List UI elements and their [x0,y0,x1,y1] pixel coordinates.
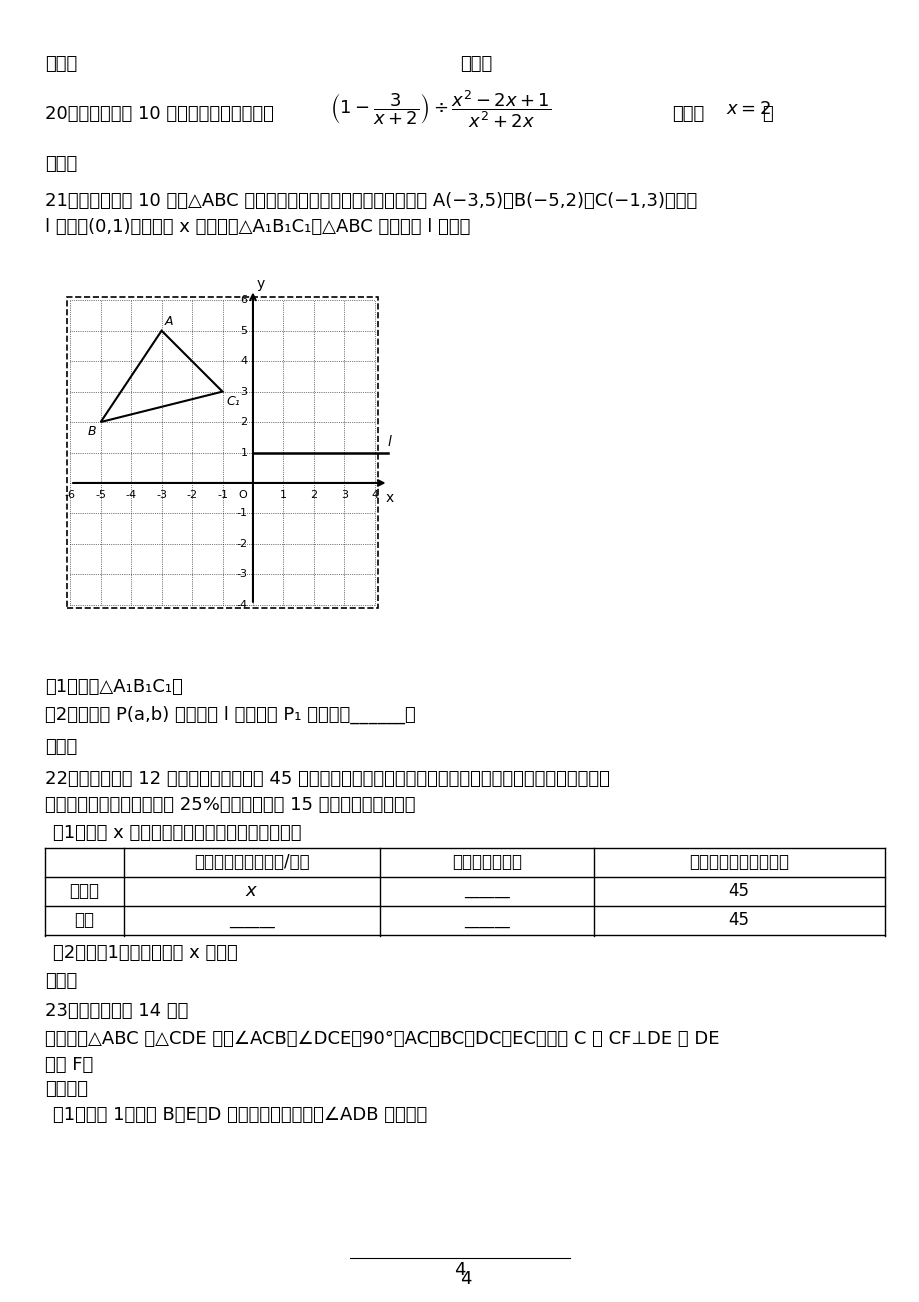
Text: l: l [387,435,391,449]
Text: l 经过点(0,1)，并且与 x 轴平行，△A₁B₁C₁与△ABC 关于直线 l 对称．: l 经过点(0,1)，并且与 x 轴平行，△A₁B₁C₁与△ABC 关于直线 l… [45,217,470,236]
Text: 6: 6 [240,296,247,305]
Text: 4: 4 [240,357,247,366]
Text: 4: 4 [460,1269,471,1288]
Text: 于点 F．: 于点 F． [45,1056,93,1074]
Text: -1: -1 [236,508,247,518]
Text: ，其中: ，其中 [671,105,703,122]
Text: $\left(1-\dfrac{3}{x+2}\right)\div\dfrac{x^2-2x+1}{x^2+2x}$: $\left(1-\dfrac{3}{x+2}\right)\div\dfrac… [330,89,550,130]
Text: 【解】: 【解】 [45,973,77,990]
Text: B: B [87,424,96,437]
Text: 20．（本题满分 10 分）先化简，再求值：: 20．（本题满分 10 分）先化简，再求值： [45,105,274,122]
Text: 工作效率（万平方米/天）: 工作效率（万平方米/天） [194,853,310,871]
Text: -5: -5 [95,490,106,500]
Text: ______: ______ [463,913,509,927]
Text: A: A [165,315,173,328]
Text: 如图，在△ABC 和△CDE 中，∠ACB＝∠DCE＝90°，AC＝BC，DC＝EC．过点 C 作 CF⊥DE 交 DE: 如图，在△ABC 和△CDE 中，∠ACB＝∠DCE＝90°，AC＝BC，DC＝… [45,1030,719,1048]
Text: 2: 2 [310,490,317,500]
Text: 【解】: 【解】 [45,55,77,73]
Text: $x$: $x$ [245,881,258,900]
Text: 1: 1 [279,490,287,500]
Text: 4: 4 [454,1262,465,1279]
Text: 原计划: 原计划 [69,881,99,900]
Text: -2: -2 [187,490,198,500]
Text: ______: ______ [229,913,275,927]
Text: 23．（本题满分 14 分）: 23．（本题满分 14 分） [45,1003,188,1019]
Text: 工作时间（天）: 工作时间（天） [451,853,521,871]
Text: 3: 3 [340,490,347,500]
Text: （1）用含 x 的代数式填表（结果不需要化简）：: （1）用含 x 的代数式填表（结果不需要化简）： [53,824,301,842]
Text: 21．（本题满分 10 分）△ABC 在直角坐标系中的位置如图所示，其中 A(−3,5)，B(−5,2)，C(−1,3)，直线: 21．（本题满分 10 分）△ABC 在直角坐标系中的位置如图所示，其中 A(−… [45,191,697,210]
Text: -4: -4 [125,490,137,500]
Text: ．: ． [761,105,772,122]
Text: ______: ______ [463,884,509,898]
Text: 45: 45 [728,911,749,930]
Text: O: O [238,490,247,500]
Text: 3: 3 [240,387,247,397]
Text: y: y [256,277,265,292]
Text: -1: -1 [217,490,228,500]
Text: -3: -3 [236,569,247,579]
Text: C₁: C₁ [226,395,240,408]
Text: -6: -6 [64,490,75,500]
Text: （2）写出点 P(a,b) 关于直线 l 的对称点 P₁ 的坐标：______．: （2）写出点 P(a,b) 关于直线 l 的对称点 P₁ 的坐标：______． [45,706,415,724]
Text: 2: 2 [240,417,247,427]
Text: 1: 1 [240,448,247,457]
Text: -2: -2 [236,539,247,549]
Text: （2）求（1）的表格中的 x 的值．: （2）求（1）的表格中的 x 的值． [53,944,237,962]
Text: 实际: 实际 [74,911,94,930]
Text: x: x [385,491,393,505]
Text: （1）如图 1，当点 B、E、D 在同一条线上时，求∠ADB 的度数：: （1）如图 1，当点 B、E、D 在同一条线上时，求∠ADB 的度数： [53,1105,426,1124]
Text: 总任务量（万平方米）: 总任务量（万平方米） [688,853,789,871]
Text: -3: -3 [156,490,167,500]
Text: -4: -4 [236,600,247,609]
Text: 【解】: 【解】 [460,55,492,73]
Text: 【解】: 【解】 [45,738,77,756]
Text: 45: 45 [728,881,749,900]
Text: 的工作效率比原计划提高了 25%，结果提前了 15 天完成了这一任务．: 的工作效率比原计划提高了 25%，结果提前了 15 天完成了这一任务． [45,796,415,814]
Text: 问题探究: 问题探究 [45,1079,88,1098]
Text: 【解】: 【解】 [45,155,77,173]
Text: 22．（本题满分 12 分）某工程队承接了 45 万平方米的荒山绿化任务，为了迎接雨季的到来，实际工作时每天: 22．（本题满分 12 分）某工程队承接了 45 万平方米的荒山绿化任务，为了迎… [45,769,609,788]
Text: $x=2$: $x=2$ [725,100,770,118]
Text: （1）画出△A₁B₁C₁；: （1）画出△A₁B₁C₁； [45,678,183,697]
Text: 4: 4 [370,490,378,500]
Text: 5: 5 [240,326,247,336]
